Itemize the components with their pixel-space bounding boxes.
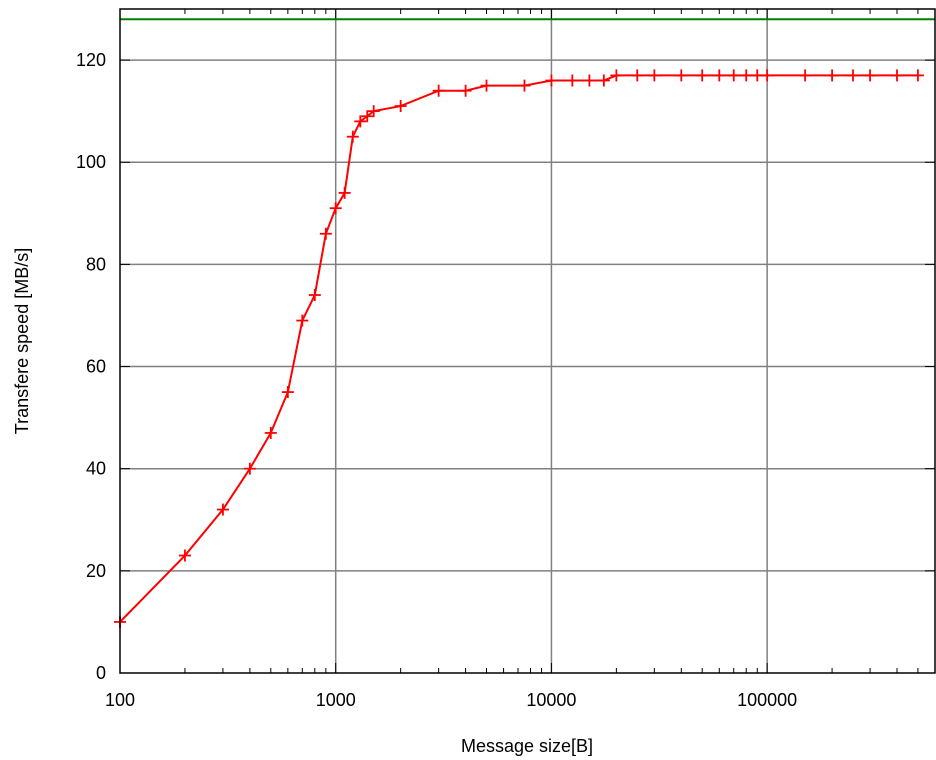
data-point (610, 69, 623, 82)
tick-marks (119, 9, 936, 674)
data-point (713, 69, 726, 82)
data-point (696, 69, 709, 82)
data-point (826, 69, 839, 82)
x-tick-label: 100000 (737, 690, 797, 710)
y-tick-label: 0 (96, 663, 106, 683)
data-point (799, 69, 812, 82)
data-point (761, 69, 774, 82)
series-layer (114, 18, 935, 628)
data-point (338, 186, 351, 199)
data-point (178, 549, 191, 562)
data-point (518, 79, 531, 92)
x-tick-label: 100 (105, 690, 135, 710)
plot-frame (119, 8, 936, 674)
y-tick-label: 80 (86, 254, 106, 274)
y-tick-label: 40 (86, 459, 106, 479)
data-point (308, 289, 321, 302)
data-point (319, 227, 332, 240)
x-tick-label: 10000 (526, 690, 576, 710)
data-point (281, 386, 294, 399)
data-point (367, 105, 380, 118)
data-point (846, 69, 859, 82)
data-point (432, 84, 445, 97)
grid (120, 9, 935, 673)
data-point (631, 69, 644, 82)
data-point (329, 202, 342, 215)
data-point (891, 69, 904, 82)
data-point (583, 74, 596, 87)
data-point (354, 115, 367, 128)
data-point (740, 69, 753, 82)
data-point (361, 110, 374, 123)
data-point (597, 74, 610, 87)
data-point (648, 69, 661, 82)
y-axis-label: Transfere speed [MB/s] (12, 248, 32, 434)
series-line-0 (119, 74, 918, 623)
data-point (264, 426, 277, 439)
data-point (911, 69, 924, 82)
data-point (216, 503, 229, 516)
data-point (566, 74, 579, 87)
data-point (864, 69, 877, 82)
y-tick-label: 100 (76, 152, 106, 172)
data-point (459, 84, 472, 97)
data-point (394, 100, 407, 113)
data-point (545, 74, 558, 87)
data-point (727, 69, 740, 82)
data-point (675, 69, 688, 82)
data-point (296, 314, 309, 327)
x-tick-label: 1000 (316, 690, 356, 710)
data-point (480, 79, 493, 92)
y-tick-label: 60 (86, 357, 106, 377)
y-tick-label: 120 (76, 50, 106, 70)
tick-labels: 0 20 40 60 80 100 120 100 1000 10000 100000 (76, 50, 797, 710)
data-point (346, 130, 359, 143)
y-tick-label: 20 (86, 561, 106, 581)
x-axis-label: Message size[B] (461, 736, 593, 756)
data-point (243, 462, 256, 475)
